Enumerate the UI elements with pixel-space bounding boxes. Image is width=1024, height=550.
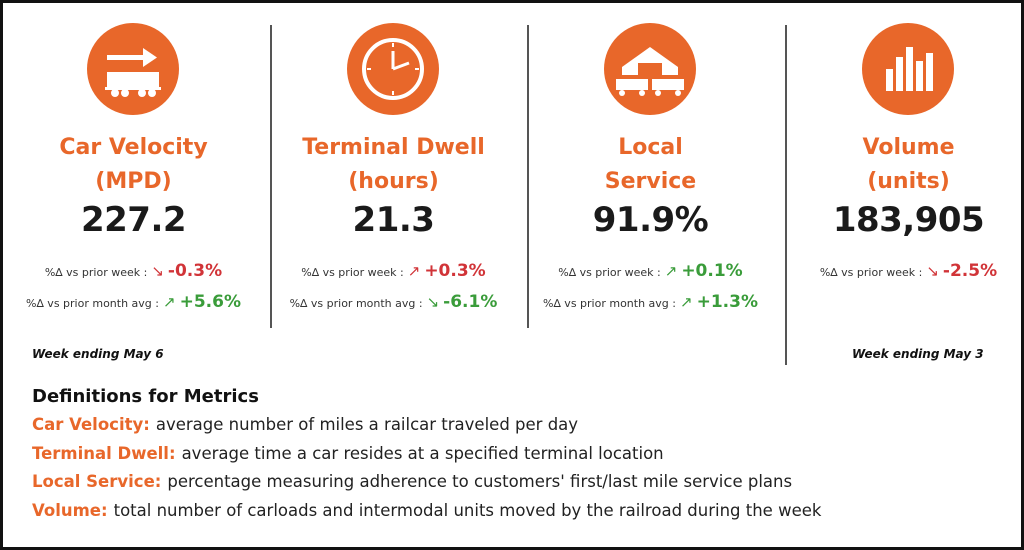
metric-title: Terminal Dwell (hours) xyxy=(265,131,522,199)
change-arrow: ↗ xyxy=(163,293,176,311)
metric-column: Local Service 91.9% %∆ vs prior week : ↗ +0.1… xyxy=(522,3,779,343)
title-line: Local xyxy=(618,135,683,160)
change-value: +0.1% xyxy=(681,261,743,281)
definition-text: average number of miles a railcar travel… xyxy=(155,415,579,434)
change-label: %∆ vs prior month avg : xyxy=(289,297,423,310)
change-row: %∆ vs prior week : ↘ -2.5% xyxy=(780,261,1021,281)
change-label: %∆ vs prior week : xyxy=(44,266,148,279)
definition-text: total number of carloads and intermodal … xyxy=(113,500,822,520)
metric-value: 183,905 xyxy=(832,200,985,240)
change-value: -2.5% xyxy=(942,261,998,281)
title-line: (units) xyxy=(867,169,950,194)
definition-term: Local Service: xyxy=(32,472,162,491)
change-arrow: ↗ xyxy=(680,293,693,311)
velocity-icon xyxy=(87,23,179,115)
change-value: -6.1% xyxy=(443,292,498,312)
change-label: %∆ vs prior week : xyxy=(819,266,923,279)
change-arrow: ↗ xyxy=(664,262,678,280)
definition: Terminal Dwell: average time a car reside… xyxy=(32,440,821,469)
divider xyxy=(527,25,529,328)
title-line: Volume xyxy=(862,135,955,160)
change-label: %∆ vs prior month avg : xyxy=(543,297,676,310)
change-row: %∆ vs prior month avg : ↗ +1.3% xyxy=(522,292,779,312)
definition-term: Terminal Dwell: xyxy=(32,443,176,463)
divider xyxy=(270,25,272,328)
change-value: +0.3% xyxy=(424,261,486,281)
change-row: %∆ vs prior week : ↗ +0.3% xyxy=(265,261,522,281)
definition-term: Volume: xyxy=(32,500,108,520)
change-row: %∆ vs prior month avg : ↘ -6.1% xyxy=(265,292,522,312)
change-arrow: ↘ xyxy=(926,262,939,280)
definitions: Definitions for Metrics Car Velocity: ave… xyxy=(32,382,821,525)
change-row: %∆ vs prior month avg : ↗ +5.6% xyxy=(5,292,262,312)
terminal-icon xyxy=(604,23,696,115)
metric-value: 21.3 xyxy=(352,200,435,240)
definition-text: average time a car resides at a specifie… xyxy=(181,443,664,463)
change-arrow: ↗ xyxy=(407,262,421,280)
metric-column: Car Velocity (MPD) 227.2 %∆ vs prior week :… xyxy=(5,3,262,343)
clock-icon xyxy=(347,23,439,115)
change-row: %∆ vs prior week : ↘ -0.3% xyxy=(5,261,262,281)
definition: Volume: total number of carloads and inte… xyxy=(32,497,821,526)
title-line: Car Velocity xyxy=(59,135,208,160)
volume-icon xyxy=(862,23,954,115)
footnote: Week ending May 3 xyxy=(852,347,984,361)
metric-column: Terminal Dwell (hours) 21.3 %∆ vs prior wee… xyxy=(265,3,522,343)
title-line: Service xyxy=(604,169,697,194)
divider xyxy=(785,25,787,365)
metric-title: Volume (units) xyxy=(780,131,1021,199)
footnote: Week ending May 6 xyxy=(32,347,164,361)
change-label: %∆ vs prior week : xyxy=(301,266,404,279)
change-arrow: ↘ xyxy=(426,293,440,311)
metric-value: 91.9% xyxy=(592,200,709,240)
change-row: %∆ vs prior week : ↗ +0.1% xyxy=(522,261,779,281)
change-value: -0.3% xyxy=(167,261,223,281)
change-value: +1.3% xyxy=(696,292,758,312)
metric-column: Volume (units) 183,905 %∆ vs prior week : ↘ -… xyxy=(780,3,1021,343)
title-line: Terminal Dwell xyxy=(302,135,485,160)
definition: Local Service: percentage measuring adher… xyxy=(32,468,821,497)
metric-title: Car Velocity (MPD) xyxy=(5,131,262,199)
title-line: (hours) xyxy=(348,169,439,194)
definitions-heading: Definitions for Metrics xyxy=(32,386,259,407)
change-label: %∆ vs prior month avg : xyxy=(26,297,159,310)
metric-value: 227.2 xyxy=(80,200,187,240)
definition: Car Velocity: average number of miles a r… xyxy=(32,411,821,440)
definition-text: percentage measuring adherence to custom… xyxy=(167,472,793,491)
change-arrow: ↘ xyxy=(151,262,164,280)
title-line: (MPD) xyxy=(95,169,172,194)
change-value: +5.6% xyxy=(179,292,241,312)
definition-term: Car Velocity: xyxy=(32,415,150,434)
metric-title: Local Service xyxy=(522,131,779,199)
change-label: %∆ vs prior week : xyxy=(558,266,661,279)
